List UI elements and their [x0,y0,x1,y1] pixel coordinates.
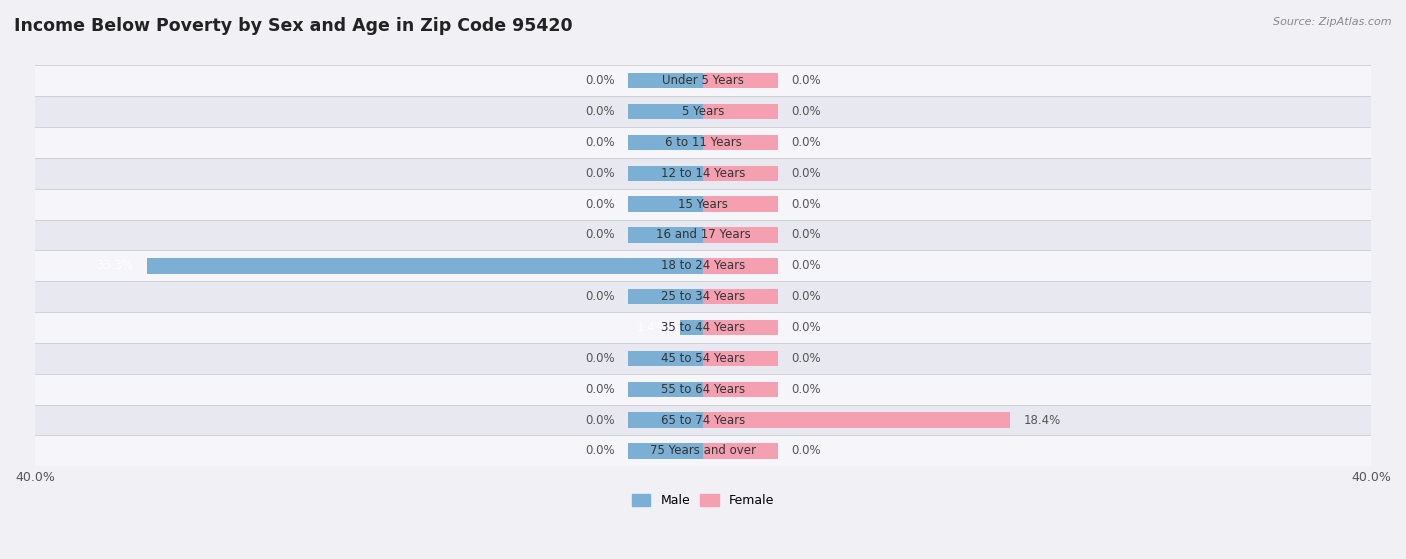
Bar [35,96,1371,127]
Text: 33.3%: 33.3% [97,259,134,272]
Text: 0.0%: 0.0% [585,198,614,211]
Text: 55 to 64 Years: 55 to 64 Years [661,383,745,396]
Bar [703,350,778,366]
Bar [35,281,1371,312]
Text: 0.0%: 0.0% [792,136,821,149]
Text: 0.0%: 0.0% [792,229,821,241]
Bar [628,228,703,243]
Text: 5 Years: 5 Years [682,105,724,118]
Bar [703,443,778,458]
Text: 75 Years and over: 75 Years and over [650,444,756,457]
Text: 6 to 11 Years: 6 to 11 Years [665,136,741,149]
Text: 0.0%: 0.0% [585,383,614,396]
Bar [703,196,778,212]
Text: Income Below Poverty by Sex and Age in Zip Code 95420: Income Below Poverty by Sex and Age in Z… [14,17,572,35]
Text: 0.0%: 0.0% [792,167,821,180]
Bar [703,289,778,305]
Text: 0.0%: 0.0% [792,259,821,272]
Text: 0.0%: 0.0% [585,74,614,87]
Text: 0.0%: 0.0% [585,290,614,303]
Bar [703,135,778,150]
Text: 0.0%: 0.0% [585,352,614,365]
Legend: Male, Female: Male, Female [627,489,779,512]
Text: 0.0%: 0.0% [585,167,614,180]
Bar [703,104,778,119]
Bar [35,127,1371,158]
Bar [35,158,1371,189]
Text: 0.0%: 0.0% [792,74,821,87]
Text: 0.0%: 0.0% [585,105,614,118]
Bar [35,220,1371,250]
Bar [628,104,703,119]
Text: 12 to 14 Years: 12 to 14 Years [661,167,745,180]
Text: 65 to 74 Years: 65 to 74 Years [661,414,745,427]
Bar [703,73,778,88]
Bar [35,374,1371,405]
Bar [703,413,1011,428]
Text: 18.4%: 18.4% [1024,414,1062,427]
Text: 45 to 54 Years: 45 to 54 Years [661,352,745,365]
Bar [628,289,703,305]
Text: 16 and 17 Years: 16 and 17 Years [655,229,751,241]
Text: Under 5 Years: Under 5 Years [662,74,744,87]
Bar [703,320,778,335]
Bar [703,165,778,181]
Bar [35,65,1371,96]
Bar [628,443,703,458]
Bar [628,196,703,212]
Text: 0.0%: 0.0% [585,136,614,149]
Text: 0.0%: 0.0% [792,383,821,396]
Bar [628,350,703,366]
Bar [628,413,703,428]
Bar [35,189,1371,220]
Text: 0.0%: 0.0% [792,290,821,303]
Text: 35 to 44 Years: 35 to 44 Years [661,321,745,334]
Text: 0.0%: 0.0% [792,105,821,118]
Text: 0.0%: 0.0% [792,352,821,365]
Text: 1.4%: 1.4% [637,321,666,334]
Text: Source: ZipAtlas.com: Source: ZipAtlas.com [1274,17,1392,27]
Bar [703,381,778,397]
Bar [628,73,703,88]
Bar [703,228,778,243]
Text: 0.0%: 0.0% [585,414,614,427]
Text: 0.0%: 0.0% [792,198,821,211]
Text: 25 to 34 Years: 25 to 34 Years [661,290,745,303]
Text: 0.0%: 0.0% [792,321,821,334]
Bar [35,250,1371,281]
Bar [628,381,703,397]
Bar [35,405,1371,435]
Bar [679,320,703,335]
Text: 0.0%: 0.0% [585,229,614,241]
Bar [35,312,1371,343]
Text: 0.0%: 0.0% [792,444,821,457]
Bar [628,165,703,181]
Bar [35,435,1371,466]
Text: 15 Years: 15 Years [678,198,728,211]
Bar [628,135,703,150]
Bar [146,258,703,273]
Text: 18 to 24 Years: 18 to 24 Years [661,259,745,272]
Bar [35,343,1371,374]
Text: 0.0%: 0.0% [585,444,614,457]
Bar [703,258,778,273]
